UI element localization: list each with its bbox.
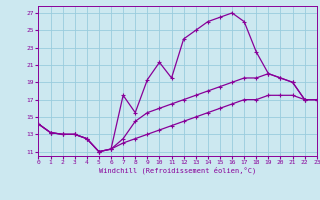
X-axis label: Windchill (Refroidissement éolien,°C): Windchill (Refroidissement éolien,°C) [99,167,256,174]
